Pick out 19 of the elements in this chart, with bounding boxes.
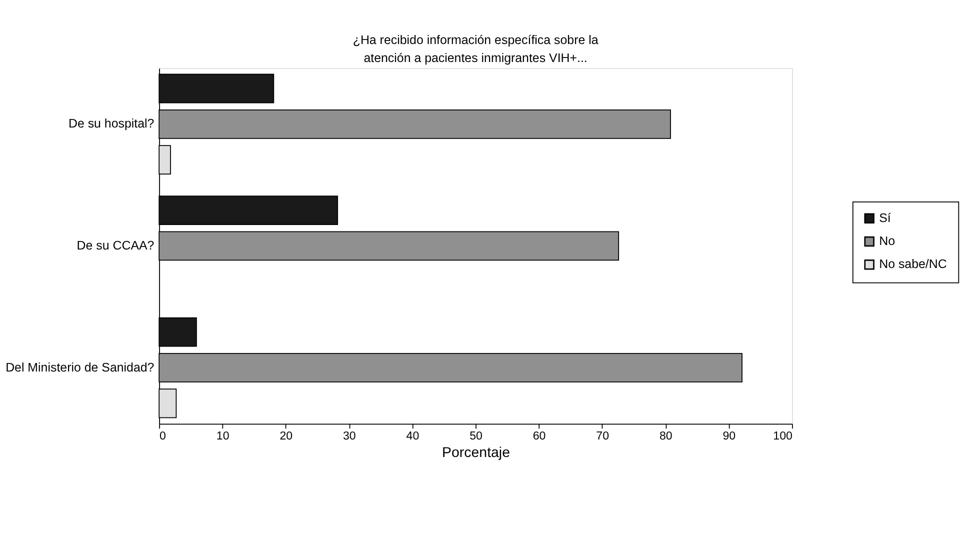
x-tick-label: 90 — [722, 430, 736, 442]
legend-label: No sabe/NC — [879, 257, 947, 272]
x-tick-label: 20 — [280, 430, 293, 442]
legend-label: No — [879, 234, 896, 248]
x-tick-label: 80 — [659, 430, 672, 442]
x-tick-label: 100 — [773, 430, 792, 442]
x-tick-label: 40 — [406, 430, 420, 442]
x-tick-label: 70 — [596, 430, 609, 442]
y-tick-label: Del Ministerio de Sanidad? — [6, 360, 154, 374]
x-tick-label: 10 — [216, 430, 230, 442]
x-tick-label: 0 — [160, 430, 166, 442]
legend-label: Sí — [879, 210, 892, 225]
x-axis-title: Porcentaje — [442, 445, 510, 462]
x-tick-label: 60 — [532, 430, 546, 442]
chart-title: ¿Ha recibido información específica sobre la atención a pacientes inmigrantes VIH+... — [352, 33, 598, 65]
y-tick-label: De su CCAA? — [76, 238, 154, 252]
y-tick-label: De su hospital? — [68, 116, 154, 131]
x-tick-label: 30 — [343, 430, 356, 442]
x-tick-label: 50 — [470, 430, 482, 442]
